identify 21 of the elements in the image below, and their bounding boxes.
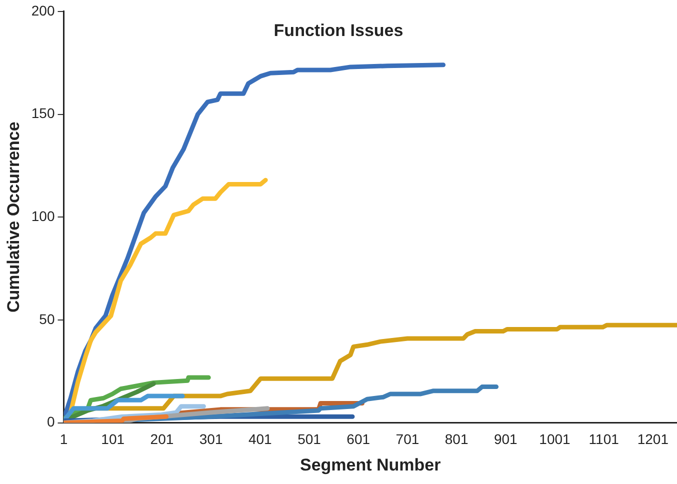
y-axis-title: Cumulative Occurrence: [4, 122, 23, 313]
x-tick-label: 1101: [588, 431, 620, 448]
x-tick-label: 301: [199, 431, 223, 448]
x-tick-label: 701: [396, 431, 420, 448]
x-tick-label: 1201: [637, 431, 669, 448]
x-tick-label: 501: [298, 431, 322, 448]
y-tick-label: 150: [31, 105, 55, 122]
x-axis-title: Segment Number: [300, 455, 442, 474]
x-tick-label: 901: [494, 431, 518, 448]
y-tick-label: 50: [39, 310, 55, 327]
y-tick-label: 100: [31, 208, 55, 224]
x-tick-label: 401: [248, 431, 272, 448]
y-tick-label: 0: [46, 414, 55, 430]
x-tick-label: 201: [150, 431, 174, 448]
x-tick-label: 101: [101, 431, 125, 448]
x-tick-label: 801: [444, 431, 468, 448]
x-tick-label: 1001: [539, 431, 571, 448]
x-tick-label: 1: [60, 431, 68, 448]
text: Function Issues: [274, 20, 404, 40]
x-tick-label: 601: [346, 431, 370, 448]
y-tick-label: 200: [31, 2, 55, 18]
